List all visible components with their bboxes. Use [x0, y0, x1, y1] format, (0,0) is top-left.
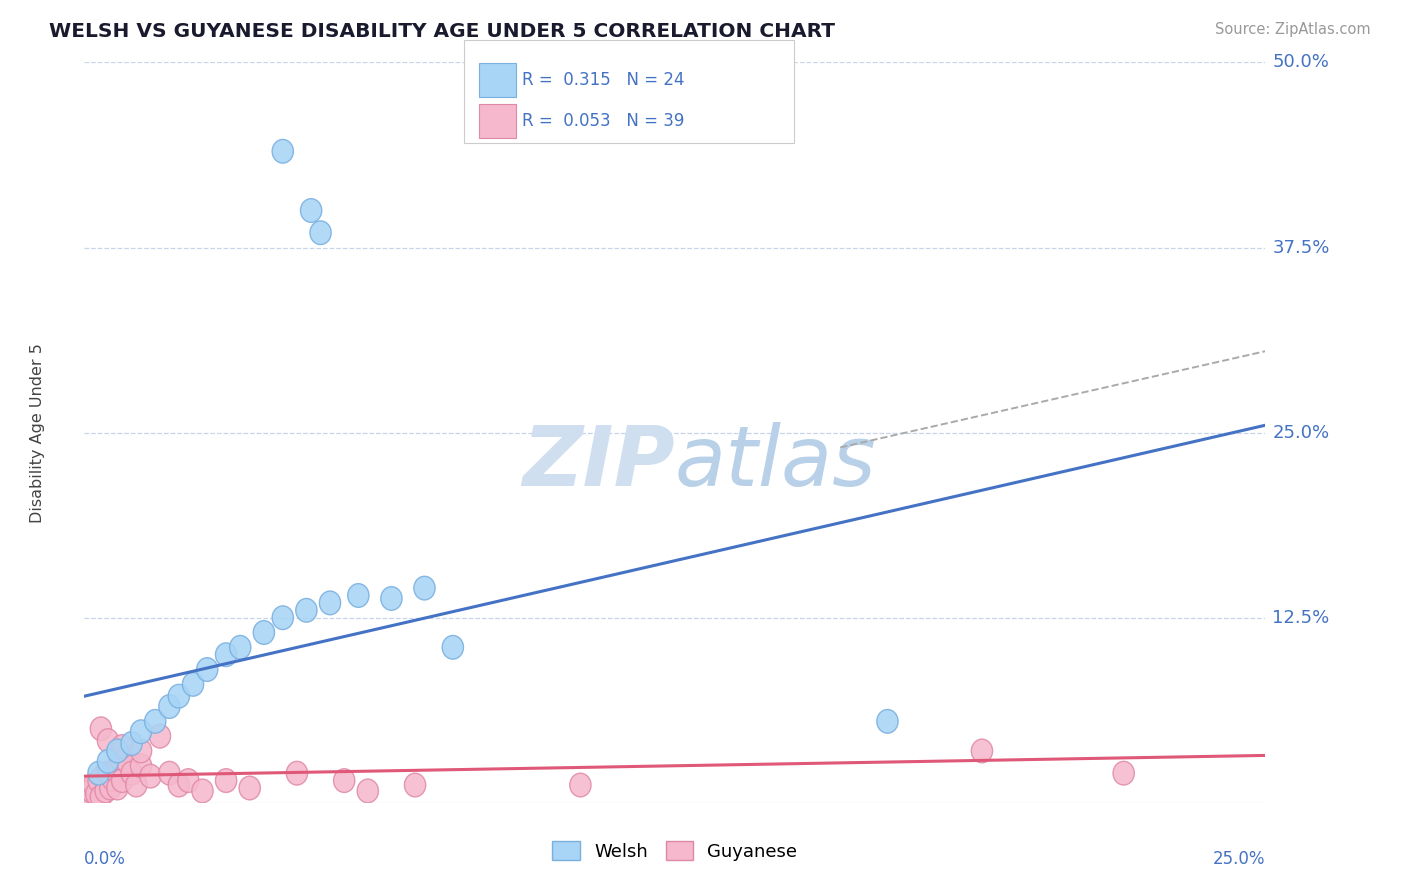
Ellipse shape — [79, 783, 100, 807]
Ellipse shape — [131, 754, 152, 778]
Text: atlas: atlas — [675, 422, 876, 503]
Ellipse shape — [253, 621, 274, 644]
Ellipse shape — [183, 673, 204, 696]
Ellipse shape — [569, 773, 591, 797]
Ellipse shape — [301, 199, 322, 222]
Ellipse shape — [90, 717, 111, 740]
Ellipse shape — [273, 139, 294, 163]
Ellipse shape — [93, 764, 114, 788]
Ellipse shape — [229, 635, 250, 659]
Text: Disability Age Under 5: Disability Age Under 5 — [30, 343, 45, 523]
Ellipse shape — [319, 591, 340, 615]
Ellipse shape — [89, 769, 110, 792]
Ellipse shape — [215, 769, 236, 792]
Text: 12.5%: 12.5% — [1272, 608, 1330, 627]
Ellipse shape — [111, 769, 132, 792]
Text: 37.5%: 37.5% — [1272, 238, 1330, 257]
Ellipse shape — [413, 576, 434, 600]
Ellipse shape — [159, 695, 180, 718]
Ellipse shape — [159, 762, 180, 785]
Ellipse shape — [121, 762, 142, 785]
Ellipse shape — [76, 787, 97, 810]
Text: WELSH VS GUYANESE DISABILITY AGE UNDER 5 CORRELATION CHART: WELSH VS GUYANESE DISABILITY AGE UNDER 5… — [49, 22, 835, 41]
Ellipse shape — [97, 749, 118, 773]
Ellipse shape — [107, 739, 128, 763]
Ellipse shape — [131, 720, 152, 744]
Ellipse shape — [125, 773, 148, 797]
Ellipse shape — [97, 762, 118, 785]
Text: 50.0%: 50.0% — [1272, 54, 1329, 71]
Ellipse shape — [100, 776, 121, 800]
Ellipse shape — [381, 587, 402, 610]
Ellipse shape — [273, 606, 294, 630]
Ellipse shape — [131, 739, 152, 763]
Ellipse shape — [90, 785, 111, 809]
Ellipse shape — [295, 599, 316, 622]
Ellipse shape — [333, 769, 354, 792]
Ellipse shape — [309, 221, 332, 244]
Text: 25.0%: 25.0% — [1272, 424, 1330, 442]
Ellipse shape — [169, 684, 190, 708]
Text: Source: ZipAtlas.com: Source: ZipAtlas.com — [1215, 22, 1371, 37]
Ellipse shape — [104, 758, 125, 782]
Ellipse shape — [103, 767, 124, 791]
Text: R =  0.315   N = 24: R = 0.315 N = 24 — [522, 71, 685, 89]
Ellipse shape — [177, 769, 198, 792]
Ellipse shape — [107, 776, 128, 800]
Ellipse shape — [215, 643, 236, 666]
Ellipse shape — [239, 776, 260, 800]
Ellipse shape — [121, 731, 142, 756]
Ellipse shape — [117, 749, 138, 773]
Ellipse shape — [191, 779, 214, 803]
Ellipse shape — [347, 583, 368, 607]
Text: 0.0%: 0.0% — [84, 850, 127, 868]
Ellipse shape — [86, 782, 107, 805]
Ellipse shape — [972, 739, 993, 763]
Ellipse shape — [877, 709, 898, 733]
Text: 25.0%: 25.0% — [1213, 850, 1265, 868]
Ellipse shape — [139, 764, 162, 788]
Ellipse shape — [110, 747, 131, 770]
Ellipse shape — [405, 773, 426, 797]
Legend: Welsh, Guyanese: Welsh, Guyanese — [546, 834, 804, 868]
Ellipse shape — [97, 729, 118, 753]
Ellipse shape — [197, 657, 218, 681]
Ellipse shape — [145, 709, 166, 733]
Ellipse shape — [169, 773, 190, 797]
Ellipse shape — [83, 773, 104, 797]
Ellipse shape — [443, 635, 464, 659]
Ellipse shape — [357, 779, 378, 803]
Ellipse shape — [149, 724, 170, 748]
Ellipse shape — [287, 762, 308, 785]
Ellipse shape — [111, 735, 132, 758]
Text: ZIP: ZIP — [522, 422, 675, 503]
Ellipse shape — [80, 779, 103, 803]
Text: R =  0.053   N = 39: R = 0.053 N = 39 — [522, 112, 683, 130]
Ellipse shape — [89, 762, 110, 785]
Ellipse shape — [96, 779, 117, 803]
Ellipse shape — [1114, 762, 1135, 785]
